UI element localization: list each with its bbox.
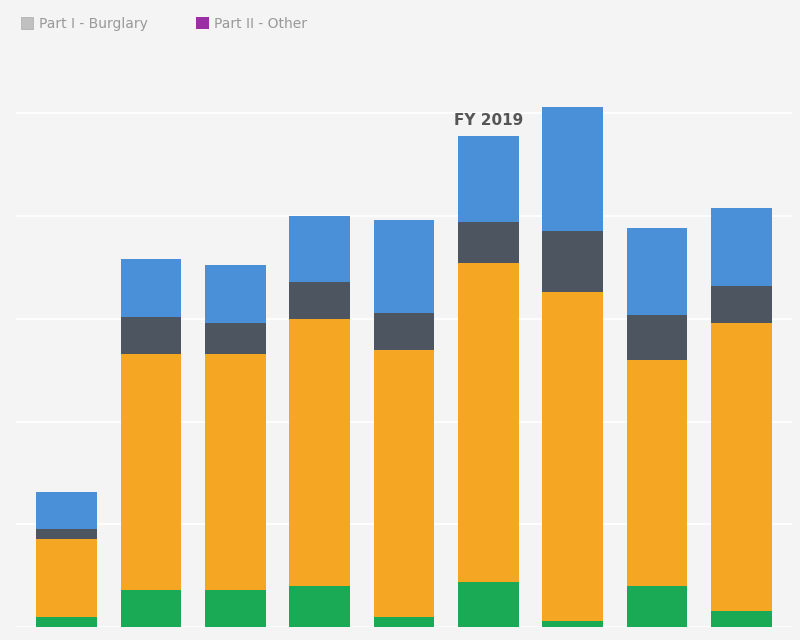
Bar (711, 208, 772, 286)
Bar (711, 286, 772, 323)
Bar (542, 621, 603, 627)
Bar (205, 590, 266, 627)
Bar (374, 313, 434, 349)
Bar (36, 617, 97, 627)
Bar (121, 354, 182, 590)
Bar (374, 617, 434, 627)
Bar (458, 264, 518, 582)
Bar (290, 216, 350, 282)
Bar (626, 228, 687, 315)
Bar (458, 222, 518, 264)
Text: FY 2019: FY 2019 (454, 113, 523, 128)
Bar (121, 259, 182, 317)
Bar (374, 349, 434, 617)
Bar (205, 354, 266, 590)
Legend: Part I - Burglary, Part II - Other: Part I - Burglary, Part II - Other (15, 11, 313, 36)
Bar (711, 611, 772, 627)
Bar (711, 323, 772, 611)
Bar (626, 586, 687, 627)
Bar (205, 266, 266, 323)
Bar (36, 492, 97, 529)
Bar (290, 319, 350, 586)
Bar (205, 323, 266, 354)
Bar (121, 317, 182, 354)
Bar (290, 282, 350, 319)
Bar (290, 586, 350, 627)
Bar (36, 539, 97, 617)
Bar (626, 360, 687, 586)
Bar (458, 136, 518, 222)
Bar (542, 292, 603, 621)
Bar (374, 220, 434, 313)
Bar (458, 582, 518, 627)
Bar (626, 315, 687, 360)
Bar (542, 107, 603, 230)
Bar (121, 590, 182, 627)
Bar (542, 230, 603, 292)
Bar (36, 529, 97, 539)
